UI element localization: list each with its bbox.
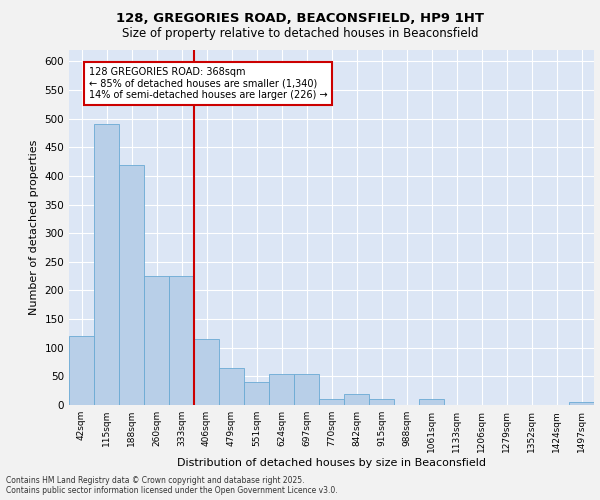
Bar [169,276,194,405]
Bar [369,400,394,405]
Text: Contains HM Land Registry data © Crown copyright and database right 2025.
Contai: Contains HM Land Registry data © Crown c… [6,476,338,495]
Bar [419,400,444,405]
Bar [119,164,144,405]
Text: Size of property relative to detached houses in Beaconsfield: Size of property relative to detached ho… [122,28,478,40]
Bar [69,336,94,405]
Bar [219,368,244,405]
Bar [244,382,269,405]
X-axis label: Distribution of detached houses by size in Beaconsfield: Distribution of detached houses by size … [177,458,486,468]
Bar [94,124,119,405]
Bar [144,276,169,405]
Y-axis label: Number of detached properties: Number of detached properties [29,140,39,315]
Bar [294,374,319,405]
Bar [569,402,594,405]
Text: 128 GREGORIES ROAD: 368sqm
← 85% of detached houses are smaller (1,340)
14% of s: 128 GREGORIES ROAD: 368sqm ← 85% of deta… [89,67,328,100]
Bar [319,400,344,405]
Text: 128, GREGORIES ROAD, BEACONSFIELD, HP9 1HT: 128, GREGORIES ROAD, BEACONSFIELD, HP9 1… [116,12,484,26]
Bar [269,374,294,405]
Bar [344,394,369,405]
Bar [194,339,219,405]
